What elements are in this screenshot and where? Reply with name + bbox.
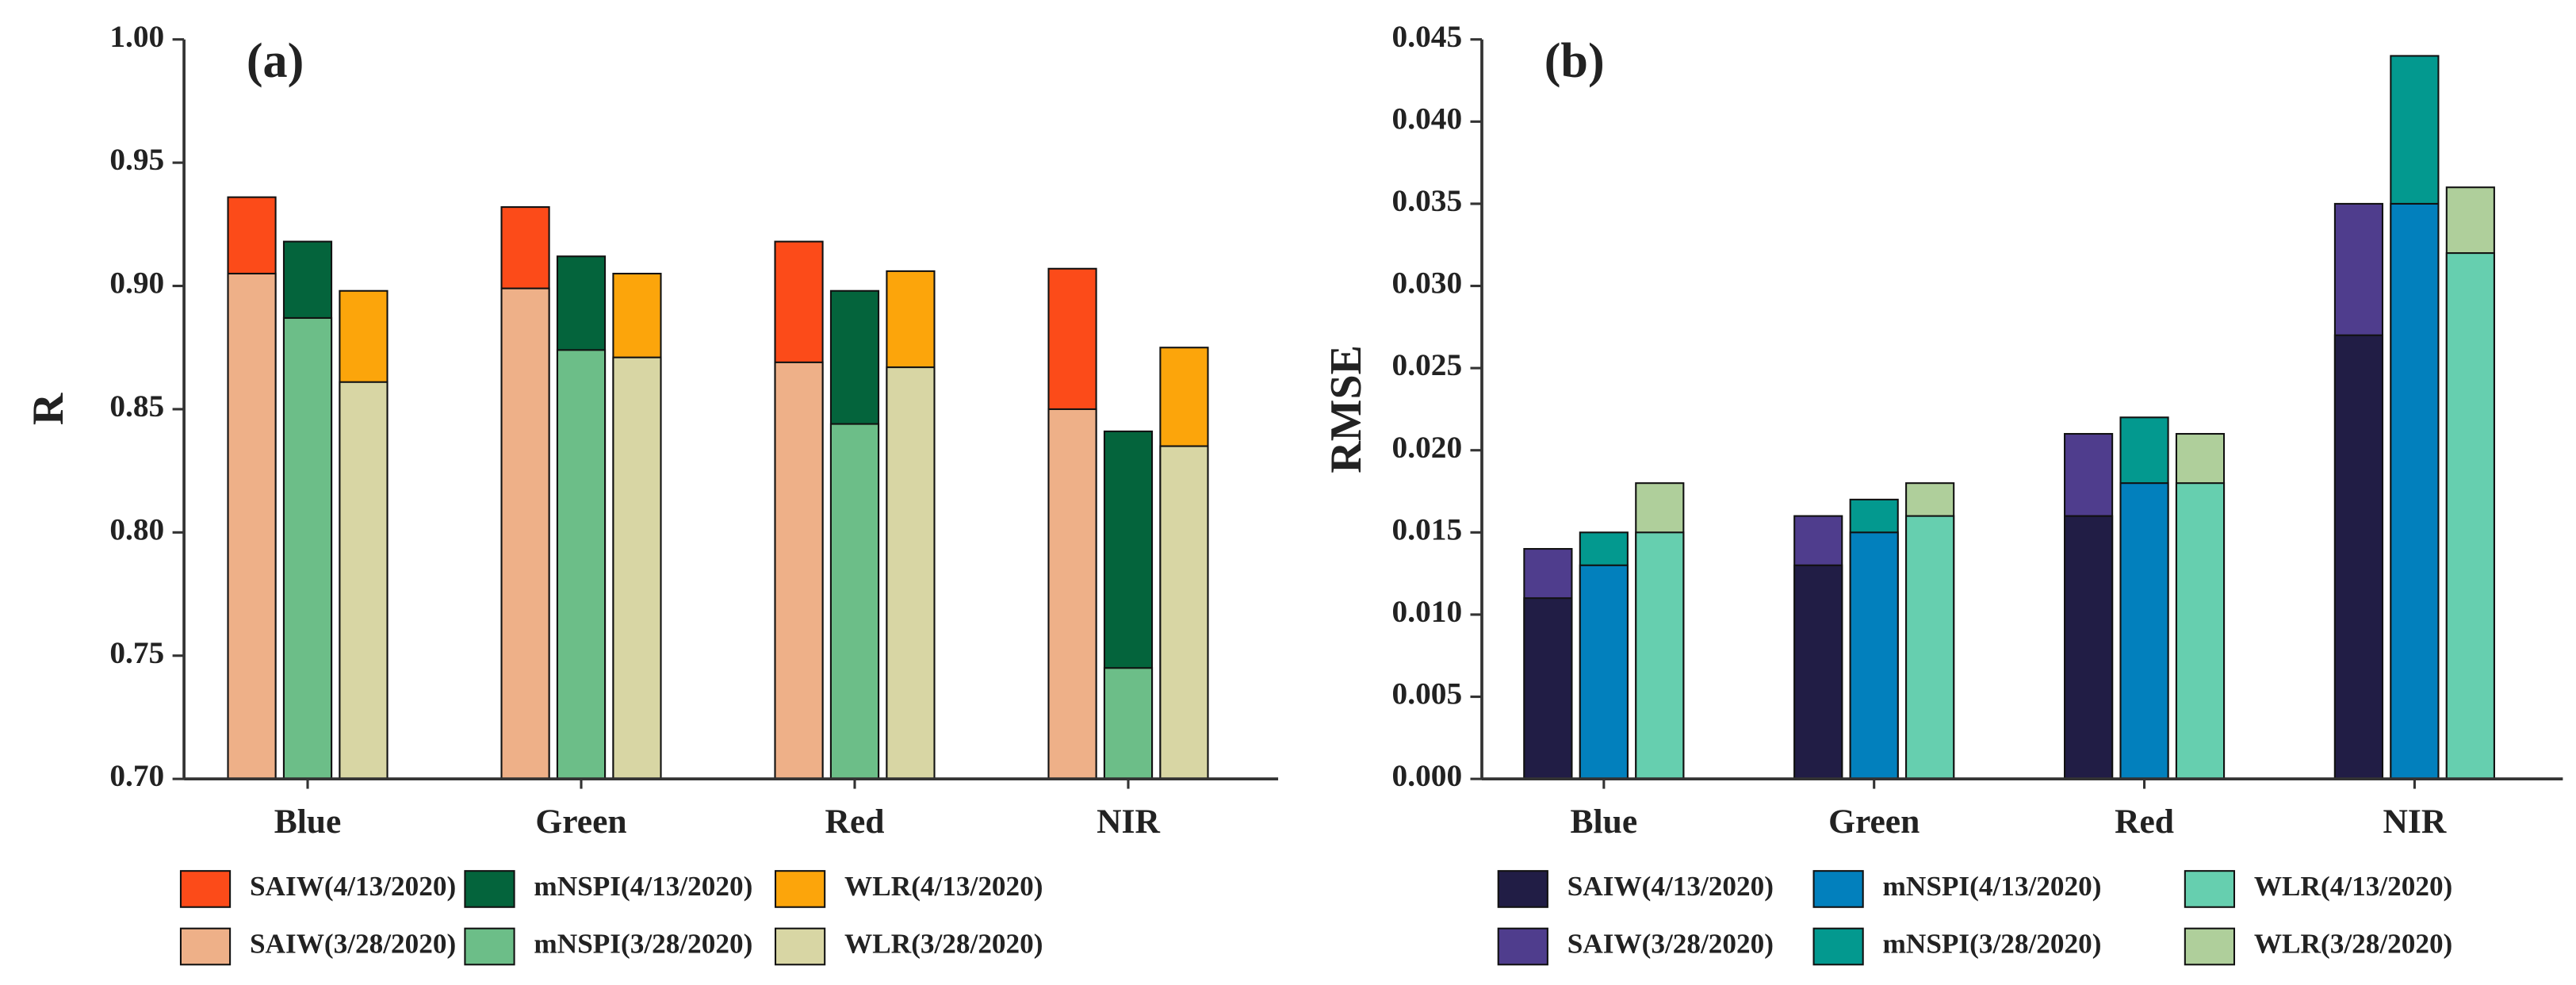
x-tick-label: NIR bbox=[2383, 803, 2447, 841]
bar bbox=[2333, 334, 2384, 780]
bar bbox=[1047, 408, 1097, 780]
legend-label: SAIW(4/13/2020) bbox=[1567, 871, 1774, 902]
legend-label: WLR(3/28/2020) bbox=[844, 929, 1043, 960]
y-tick-label: 0.90 bbox=[109, 266, 164, 301]
y-tick-label: 0.010 bbox=[1392, 594, 1463, 629]
x-tick-label: Green bbox=[1828, 803, 1920, 841]
bar bbox=[1523, 597, 1573, 780]
y-tick-label: 0.040 bbox=[1392, 101, 1463, 136]
legend-label: SAIW(3/28/2020) bbox=[250, 929, 456, 960]
legend-label: mNSPI(4/13/2020) bbox=[534, 871, 752, 902]
bar bbox=[1103, 667, 1154, 780]
panel-label: (b) bbox=[1544, 34, 1605, 88]
y-axis-label: R bbox=[24, 393, 73, 425]
y-tick-label: 0.015 bbox=[1392, 512, 1463, 546]
bar bbox=[2445, 252, 2495, 780]
bar bbox=[612, 356, 662, 780]
bar bbox=[227, 272, 277, 780]
legend-swatch bbox=[1812, 927, 1864, 966]
x-tick-label: Red bbox=[825, 803, 885, 841]
y-tick-label: 0.000 bbox=[1392, 758, 1463, 793]
bar bbox=[282, 316, 333, 780]
y-tick-label: 0.005 bbox=[1392, 676, 1463, 711]
bar bbox=[339, 381, 389, 780]
x-tick-label: NIR bbox=[1097, 803, 1160, 841]
legend-swatch bbox=[2184, 870, 2236, 908]
legend-label: WLR(4/13/2020) bbox=[2254, 871, 2452, 902]
bar bbox=[1635, 531, 1685, 780]
x-tick-label: Blue bbox=[1571, 803, 1638, 841]
bar bbox=[1793, 564, 1843, 780]
legend-swatch bbox=[179, 927, 232, 966]
bar bbox=[2175, 482, 2226, 780]
legend-swatch bbox=[2184, 927, 2236, 966]
bar bbox=[2119, 482, 2169, 780]
y-tick-label: 0.020 bbox=[1392, 430, 1463, 465]
y-tick-label: 0.85 bbox=[109, 389, 164, 424]
x-tick-label: Red bbox=[2115, 803, 2174, 841]
legend-label: mNSPI(3/28/2020) bbox=[534, 929, 752, 960]
bar bbox=[1905, 515, 1955, 780]
legend-label: SAIW(4/13/2020) bbox=[250, 871, 456, 902]
bar bbox=[829, 423, 880, 780]
y-tick-label: 0.75 bbox=[109, 635, 164, 670]
y-tick-label: 0.035 bbox=[1392, 183, 1463, 218]
legend-swatch bbox=[179, 870, 232, 908]
bar bbox=[1579, 564, 1629, 780]
bar bbox=[500, 287, 550, 780]
y-tick-label: 1.00 bbox=[109, 19, 164, 54]
legend-swatch bbox=[464, 927, 515, 966]
legend-swatch bbox=[1497, 870, 1548, 908]
legend-label: WLR(4/13/2020) bbox=[844, 871, 1043, 902]
legend-swatch bbox=[774, 870, 826, 908]
x-tick-label: Blue bbox=[274, 803, 342, 841]
bar bbox=[774, 361, 824, 780]
y-tick-label: 0.80 bbox=[109, 512, 164, 546]
bar bbox=[2390, 202, 2440, 780]
panel-label: (a) bbox=[247, 34, 304, 88]
legend-swatch bbox=[464, 870, 515, 908]
legend-label: WLR(3/28/2020) bbox=[2254, 929, 2452, 960]
bar bbox=[556, 349, 607, 780]
y-tick-label: 0.95 bbox=[109, 142, 164, 177]
legend-swatch bbox=[1497, 927, 1548, 966]
legend-swatch bbox=[1812, 870, 1864, 908]
y-tick-label: 0.70 bbox=[109, 758, 164, 793]
legend-label: SAIW(3/28/2020) bbox=[1567, 929, 1774, 960]
bar bbox=[1849, 531, 1899, 780]
bar bbox=[1159, 445, 1209, 780]
x-tick-label: Green bbox=[535, 803, 626, 841]
y-tick-label: 0.045 bbox=[1392, 19, 1463, 54]
y-tick-label: 0.025 bbox=[1392, 347, 1463, 382]
y-axis-label: RMSE bbox=[1322, 345, 1371, 473]
y-tick-label: 0.030 bbox=[1392, 266, 1463, 301]
legend-label: mNSPI(4/13/2020) bbox=[1883, 871, 2102, 902]
bar bbox=[886, 366, 936, 780]
legend-label: mNSPI(3/28/2020) bbox=[1883, 929, 2102, 960]
bar bbox=[2064, 515, 2114, 780]
legend-swatch bbox=[774, 927, 826, 966]
